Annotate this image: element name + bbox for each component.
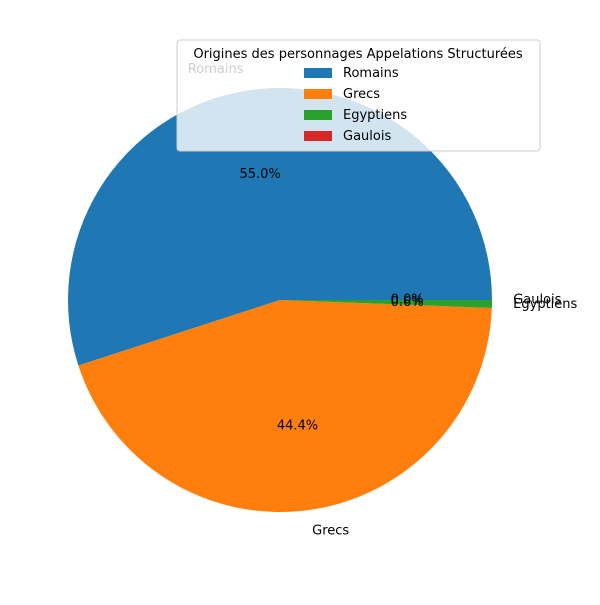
legend-entries: Romains Grecs Egyptiens Gaulois <box>304 66 407 144</box>
slice-percent-egyptiens: 0.6% <box>391 295 424 310</box>
slice-grecs <box>78 300 492 512</box>
legend-swatch-grecs <box>304 89 332 99</box>
legend-title: Origines des personnages Appelations Str… <box>193 47 523 62</box>
slice-label-egyptiens: Egyptiens <box>513 297 577 312</box>
legend: Origines des personnages Appelations Str… <box>176 39 541 152</box>
legend-label-romains: Romains <box>343 66 399 81</box>
slice-percent-romains: 55.0% <box>239 167 280 182</box>
slice-label-gaulois: Gaulois <box>513 293 561 308</box>
legend-label-gaulois: Gaulois <box>343 129 391 144</box>
legend-swatch-romains <box>304 68 332 78</box>
slice-label-grecs: Grecs <box>312 523 349 538</box>
legend-swatch-gaulois <box>304 131 332 141</box>
legend-frame <box>176 39 541 152</box>
slice-egyptiens <box>280 300 492 308</box>
slice-percent-labels: 55.0% 44.4% 0.6%0.0% <box>239 167 423 434</box>
pie-slices <box>67 87 492 512</box>
legend-label-grecs: Grecs <box>343 87 380 102</box>
legend-label-egyptiens: Egyptiens <box>343 108 407 123</box>
slice-percent-grecs: 44.4% <box>277 418 318 433</box>
slice-percent-gaulois: 0.0% <box>391 293 424 308</box>
legend-swatch-egyptiens <box>304 110 332 120</box>
slice-romains <box>67 87 492 366</box>
